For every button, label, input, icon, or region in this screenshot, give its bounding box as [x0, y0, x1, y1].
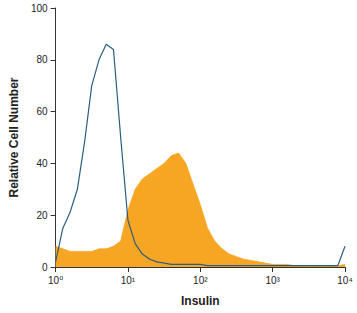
svg-text:10³: 10³ [265, 275, 280, 286]
svg-text:10²: 10² [193, 275, 208, 286]
svg-text:100: 100 [31, 3, 48, 14]
svg-text:Insulin: Insulin [181, 294, 220, 308]
svg-text:10¹: 10¹ [121, 275, 136, 286]
svg-text:0: 0 [42, 262, 48, 273]
svg-text:60: 60 [36, 106, 48, 117]
svg-text:40: 40 [36, 158, 48, 169]
svg-text:10⁰: 10⁰ [48, 275, 63, 286]
svg-text:10⁴: 10⁴ [337, 275, 352, 286]
svg-text:20: 20 [36, 210, 48, 221]
svg-text:Relative Cell Number: Relative Cell Number [7, 77, 21, 197]
svg-text:80: 80 [36, 54, 48, 65]
